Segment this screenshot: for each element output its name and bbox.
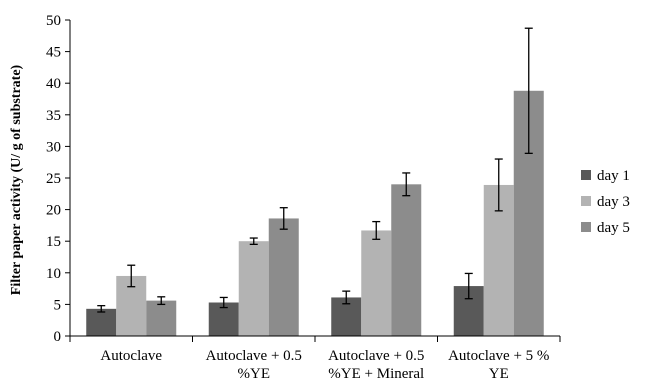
y-tick-label: 45 <box>46 45 61 61</box>
bar-day-5 <box>268 218 299 336</box>
bar-day-3 <box>238 241 269 336</box>
legend-swatch <box>581 196 591 206</box>
x-category-label: YE <box>489 366 509 382</box>
x-category-label: %YE + Mineral <box>328 366 424 382</box>
legend-swatch <box>581 222 591 232</box>
y-tick-label: 50 <box>46 13 61 29</box>
y-tick-label: 0 <box>54 329 62 345</box>
x-category-label: Autoclave + 0.5 <box>328 348 424 364</box>
y-axis: 0 5 10 15 20 25 30 35 40 45 50 <box>46 13 71 345</box>
legend-label: day 3 <box>597 194 630 210</box>
y-tick-label: 35 <box>46 108 61 124</box>
bar-day-3 <box>361 230 392 336</box>
x-axis: Autoclave Autoclave + 0.5 %YE Autoclave + 0… <box>69 335 561 382</box>
x-category-label: Autoclave + 5 % <box>448 348 549 364</box>
x-category-label: %YE <box>238 366 271 382</box>
y-tick-label: 20 <box>46 203 61 219</box>
legend-swatch <box>581 170 591 180</box>
x-category-label: Autoclave + 0.5 <box>206 348 302 364</box>
legend-label: day 1 <box>597 168 630 184</box>
bars <box>86 90 544 336</box>
y-tick-label: 5 <box>54 297 62 313</box>
bar-day-5 <box>146 300 177 336</box>
error-bars <box>97 27 533 313</box>
y-tick-label: 15 <box>46 234 61 250</box>
y-axis-title-group: Filter paper activity (U/ g of substrate… <box>9 64 24 295</box>
y-axis-title: Filter paper activity (U/ g of substrate… <box>9 64 24 295</box>
y-tick-label: 10 <box>46 266 61 282</box>
y-tick-label: 25 <box>46 171 61 187</box>
bar-day-5 <box>391 184 422 336</box>
legend-label: day 5 <box>597 220 630 236</box>
y-tick-label: 40 <box>46 76 61 92</box>
legend: day 1 day 3 day 5 <box>581 168 630 236</box>
bar-day-1 <box>86 308 117 336</box>
y-tick-label: 30 <box>46 139 61 155</box>
x-category-label: Autoclave <box>100 348 162 364</box>
